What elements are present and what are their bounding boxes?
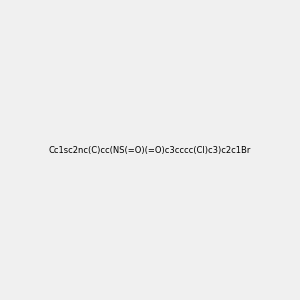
Text: Cc1sc2nc(C)cc(NS(=O)(=O)c3cccc(Cl)c3)c2c1Br: Cc1sc2nc(C)cc(NS(=O)(=O)c3cccc(Cl)c3)c2c… — [49, 146, 251, 154]
